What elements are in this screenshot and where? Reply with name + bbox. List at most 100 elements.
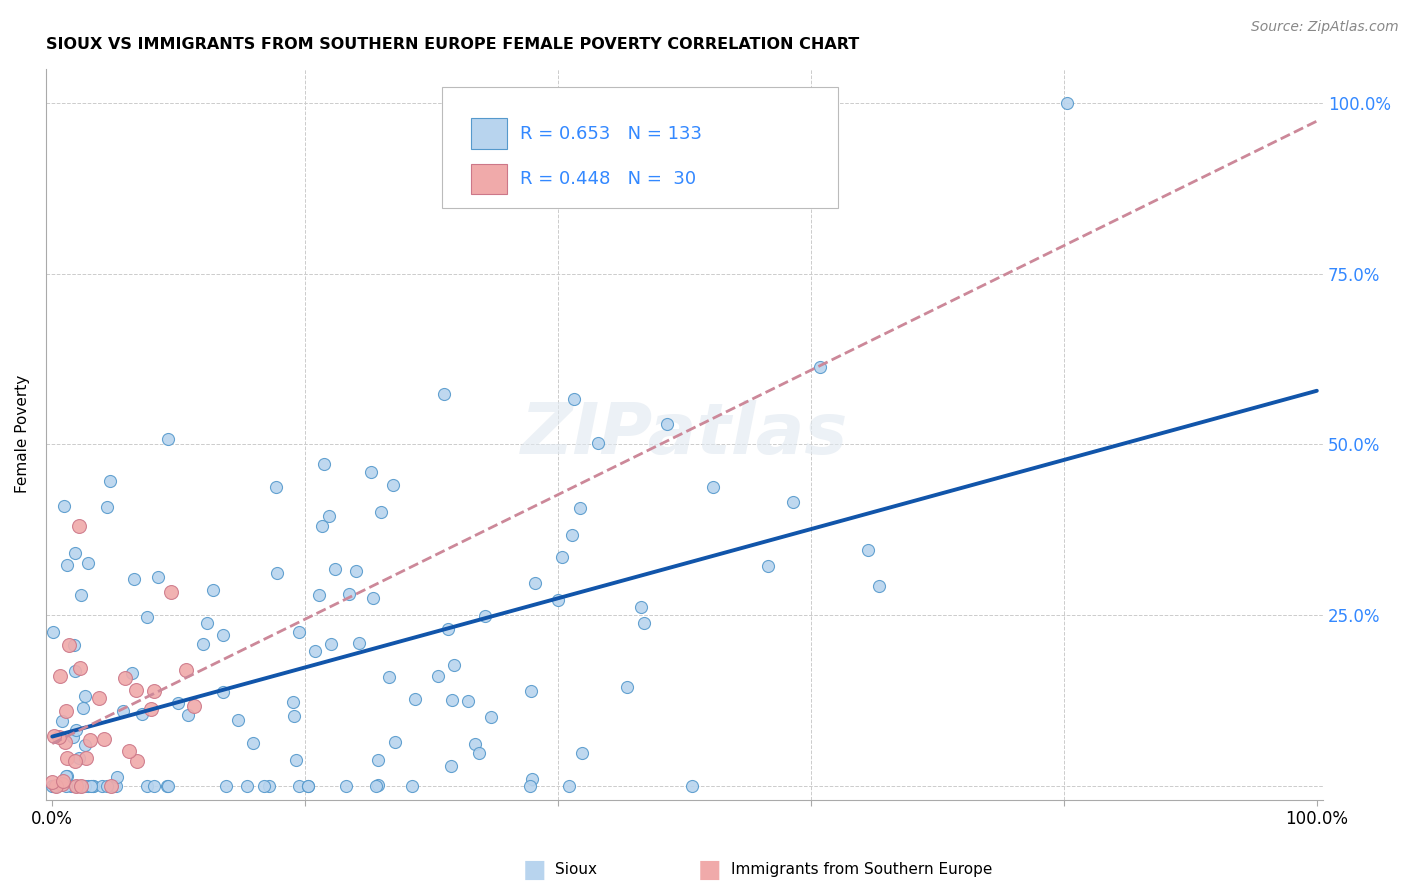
Point: [55, 558, 77, 572]
Point: [464, 737, 486, 751]
Point: [114, 671, 136, 685]
Text: Source: ZipAtlas.com: Source: ZipAtlas.com: [1251, 20, 1399, 34]
Point: [335, 779, 357, 793]
Point: [562, 392, 585, 406]
Point: [377, 670, 399, 684]
Point: [193, 637, 215, 651]
Point: [103, 779, 125, 793]
Point: [311, 519, 333, 533]
Y-axis label: Female Poverty: Female Poverty: [15, 375, 30, 493]
Point: [105, 770, 128, 784]
Point: [568, 501, 591, 516]
Point: [69, 660, 91, 674]
Point: [360, 465, 382, 479]
Point: [370, 505, 392, 519]
Point: [62, 730, 84, 744]
Text: ZIPatlas: ZIPatlas: [520, 400, 848, 468]
Point: [82, 779, 104, 793]
Point: [62, 779, 84, 793]
Point: [195, 616, 218, 631]
Point: [212, 627, 235, 641]
Point: [156, 432, 179, 446]
Point: [201, 582, 224, 597]
Point: [702, 480, 724, 494]
Point: [135, 779, 157, 793]
Point: [56, 751, 79, 765]
Point: [616, 681, 638, 695]
Point: [259, 779, 281, 793]
Point: [586, 436, 609, 450]
Point: [51, 714, 73, 728]
Point: [655, 417, 678, 432]
Point: [75, 779, 97, 793]
Point: [344, 564, 367, 578]
Point: [59, 779, 82, 793]
Point: [65, 779, 87, 793]
Point: [337, 587, 360, 601]
Point: [53, 735, 76, 749]
Point: [45, 779, 67, 793]
Point: [131, 706, 153, 721]
Point: [367, 778, 389, 792]
Point: [143, 684, 166, 698]
Point: [67, 750, 90, 764]
Point: [156, 779, 179, 793]
FancyBboxPatch shape: [441, 87, 838, 208]
Point: [441, 692, 464, 706]
Text: Sioux: Sioux: [555, 863, 598, 877]
Point: [105, 779, 128, 793]
Point: [49, 669, 72, 683]
Point: [318, 508, 340, 523]
Point: [519, 779, 541, 793]
Point: [183, 698, 205, 713]
Point: [174, 663, 197, 677]
Point: [125, 754, 148, 768]
Point: [297, 779, 319, 793]
Point: [75, 738, 97, 752]
Point: [524, 576, 547, 591]
Bar: [471, 119, 508, 149]
Point: [1056, 95, 1078, 110]
Point: [77, 556, 100, 570]
Point: [321, 637, 343, 651]
Point: [41, 625, 63, 640]
Point: [474, 608, 496, 623]
Point: [93, 732, 115, 747]
Point: [96, 500, 118, 514]
Point: [51, 777, 73, 791]
Point: [551, 550, 574, 565]
Point: [520, 772, 543, 787]
Point: [55, 769, 77, 783]
Point: [58, 638, 80, 652]
Point: [70, 779, 93, 793]
Point: [90, 779, 112, 793]
Point: [211, 685, 233, 699]
Point: [69, 779, 91, 793]
Point: [252, 779, 274, 793]
Point: [457, 694, 479, 708]
Text: R = 0.653   N = 133: R = 0.653 N = 133: [520, 125, 702, 143]
Point: [401, 779, 423, 793]
Point: [42, 779, 65, 793]
Point: [62, 639, 84, 653]
Point: [633, 615, 655, 630]
Point: [98, 474, 121, 488]
Point: [288, 779, 311, 793]
Point: [55, 769, 77, 783]
Text: R = 0.448   N =  30: R = 0.448 N = 30: [520, 170, 696, 188]
Point: [285, 753, 308, 767]
Point: [215, 779, 238, 793]
Point: [630, 600, 652, 615]
Point: [146, 570, 169, 584]
Point: [62, 779, 84, 793]
Point: [361, 591, 384, 605]
Point: [558, 779, 581, 793]
Point: [156, 779, 179, 793]
Point: [468, 746, 491, 760]
Point: [561, 528, 583, 542]
Point: [41, 775, 63, 789]
Point: [159, 585, 181, 599]
Point: [62, 779, 84, 793]
Point: [571, 747, 593, 761]
Text: ■: ■: [699, 858, 721, 881]
